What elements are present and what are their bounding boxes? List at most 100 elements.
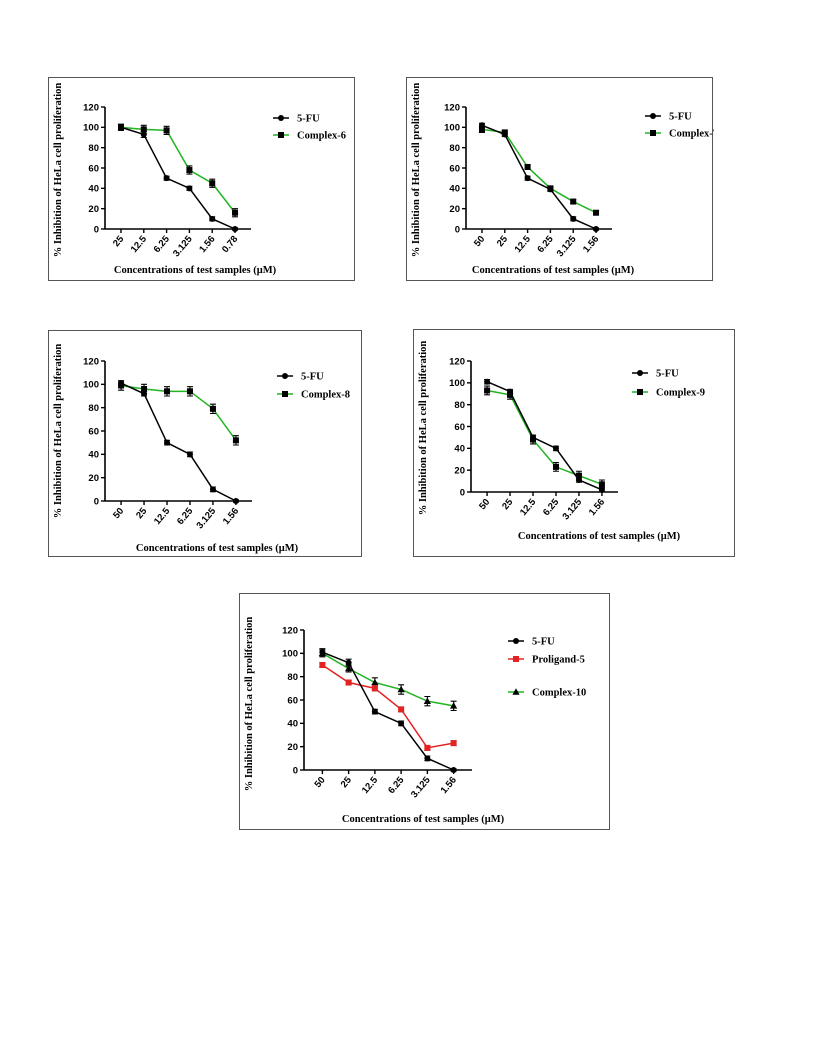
series-line	[481, 124, 597, 230]
legend-label: 5-FU	[532, 637, 555, 648]
legend-marker	[282, 373, 288, 379]
data-point	[209, 180, 216, 187]
x-tick-label: 1.56	[197, 234, 217, 255]
data-point	[319, 649, 326, 656]
data-point	[575, 472, 582, 479]
data-point	[319, 662, 326, 668]
y-tick-label: 0	[94, 224, 99, 235]
y-tick-label: 80	[449, 143, 460, 154]
chart-svg-3: 0 20 40 60 80 100 120 50 25 12.5 6.25 3.125 1.56 % In…	[53, 344, 350, 554]
y-tick-label: 40	[449, 184, 460, 195]
chart-panel-4: 0 20 40 60 80 100 120 50 25 12.5 6.25 3.125 1.56 % In…	[413, 329, 735, 557]
data-point	[501, 131, 508, 138]
data-point	[552, 445, 559, 452]
legend-entry: 5-FU	[645, 112, 692, 123]
y-tick-label: 80	[287, 672, 298, 683]
y-tick-label: 120	[83, 356, 99, 367]
data-point	[478, 126, 485, 133]
y-tick-label: 20	[88, 204, 99, 215]
data-point	[570, 215, 577, 222]
data-point	[530, 434, 537, 441]
y-axis-label: % Inhibition of HeLa cell proliferation	[411, 83, 422, 258]
x-tick-label: 50	[477, 497, 492, 512]
x-axis-label: Concentrations of test samples (μM)	[518, 531, 681, 542]
x-tick-label: 3.125	[195, 505, 219, 531]
y-tick-label: 100	[449, 378, 465, 389]
legend-label: Complex-8	[301, 390, 350, 401]
y-tick-label: 0	[460, 487, 465, 498]
series-complex-9	[484, 385, 605, 490]
y-tick-label: 120	[449, 356, 465, 367]
y-tick-label: 60	[88, 426, 99, 437]
data-point	[371, 678, 379, 686]
y-tick-label: 60	[454, 422, 465, 433]
legend-label: Complex-10	[532, 688, 586, 699]
chart-svg-4: 0 20 40 60 80 100 120 50 25 12.5 6.25 3.125 1.56 % In…	[418, 341, 705, 542]
x-tick-label: 1.56	[587, 497, 607, 518]
data-point	[397, 685, 405, 693]
data-point	[186, 167, 193, 174]
x-tick-label: 1.56	[221, 506, 241, 527]
series-5-fu	[478, 122, 600, 232]
x-tick-label: 6.25	[175, 505, 196, 527]
x-axis-label: Concentrations of test samples (μM)	[136, 543, 299, 554]
x-tick-label: 3.125	[409, 774, 433, 800]
y-tick-label: 100	[83, 123, 99, 134]
data-point	[478, 122, 485, 129]
data-point	[186, 451, 193, 458]
data-point	[524, 163, 531, 170]
y-tick-label: 40	[454, 444, 465, 455]
y-tick-label: 20	[449, 204, 460, 215]
data-point	[450, 767, 457, 773]
data-point	[598, 481, 605, 488]
data-point	[593, 209, 600, 216]
x-axis-label: Concentrations of test samples (μM)	[342, 814, 505, 825]
legend-marker	[637, 370, 643, 376]
y-tick-label: 40	[88, 450, 99, 461]
x-tick-label: 3.125	[555, 233, 579, 259]
legend-label: Complex-6	[297, 131, 346, 142]
series-proligand-5	[319, 662, 457, 751]
data-point	[209, 215, 216, 222]
x-tick-label: 6.25	[541, 496, 562, 518]
data-point	[424, 755, 431, 762]
data-point	[398, 706, 405, 713]
data-point	[423, 697, 431, 704]
series-5-fu	[484, 378, 605, 493]
data-point	[140, 131, 147, 138]
chart-svg-1: 0 20 40 60 80 100 120 25 12.5 6.25 3.125 1.56 0.78 % …	[53, 83, 346, 276]
y-tick-label: 100	[83, 380, 99, 391]
data-point	[507, 388, 514, 395]
legend-marker	[637, 389, 643, 395]
legend-marker	[650, 113, 656, 119]
data-point	[140, 126, 147, 133]
legend-label: Complex-9	[656, 388, 705, 399]
y-tick-label: 40	[287, 719, 298, 730]
x-axis-label: Concentrations of test samples (μM)	[114, 265, 277, 276]
data-point	[232, 437, 239, 444]
x-tick-label: 1.56	[581, 234, 601, 255]
legend-marker	[278, 115, 284, 121]
y-tick-label: 80	[88, 143, 99, 154]
data-point	[371, 708, 378, 715]
legend-entry: 5-FU	[273, 114, 320, 125]
legend-label: 5-FU	[669, 112, 692, 123]
data-point	[209, 486, 216, 493]
chart-panel-3: 0 20 40 60 80 100 120 50 25 12.5 6.25 3.125 1.56 % In…	[48, 330, 362, 557]
y-tick-label: 60	[449, 163, 460, 174]
data-point	[163, 175, 170, 182]
chart-panel-5: 0 20 40 60 80 100 120 50 25 12.5 6.25 3.125 1.56 % In…	[239, 593, 610, 830]
legend-marker	[513, 638, 519, 644]
series-line	[120, 382, 237, 502]
legend-entry: Complex-8	[277, 390, 350, 401]
chart-panel-2: 0 20 40 60 80 100 120 50 25 12.5 6.25 3.125 1.56 % In…	[406, 77, 714, 281]
x-tick-label: 3.125	[561, 496, 585, 522]
series-complex-7	[478, 125, 600, 216]
y-tick-label: 80	[454, 400, 465, 411]
legend-marker	[650, 130, 656, 136]
legend-entry: 5-FU	[632, 369, 679, 380]
y-tick-label: 20	[287, 742, 298, 753]
y-tick-label: 40	[88, 184, 99, 195]
data-point	[484, 378, 491, 385]
data-point	[424, 744, 431, 751]
